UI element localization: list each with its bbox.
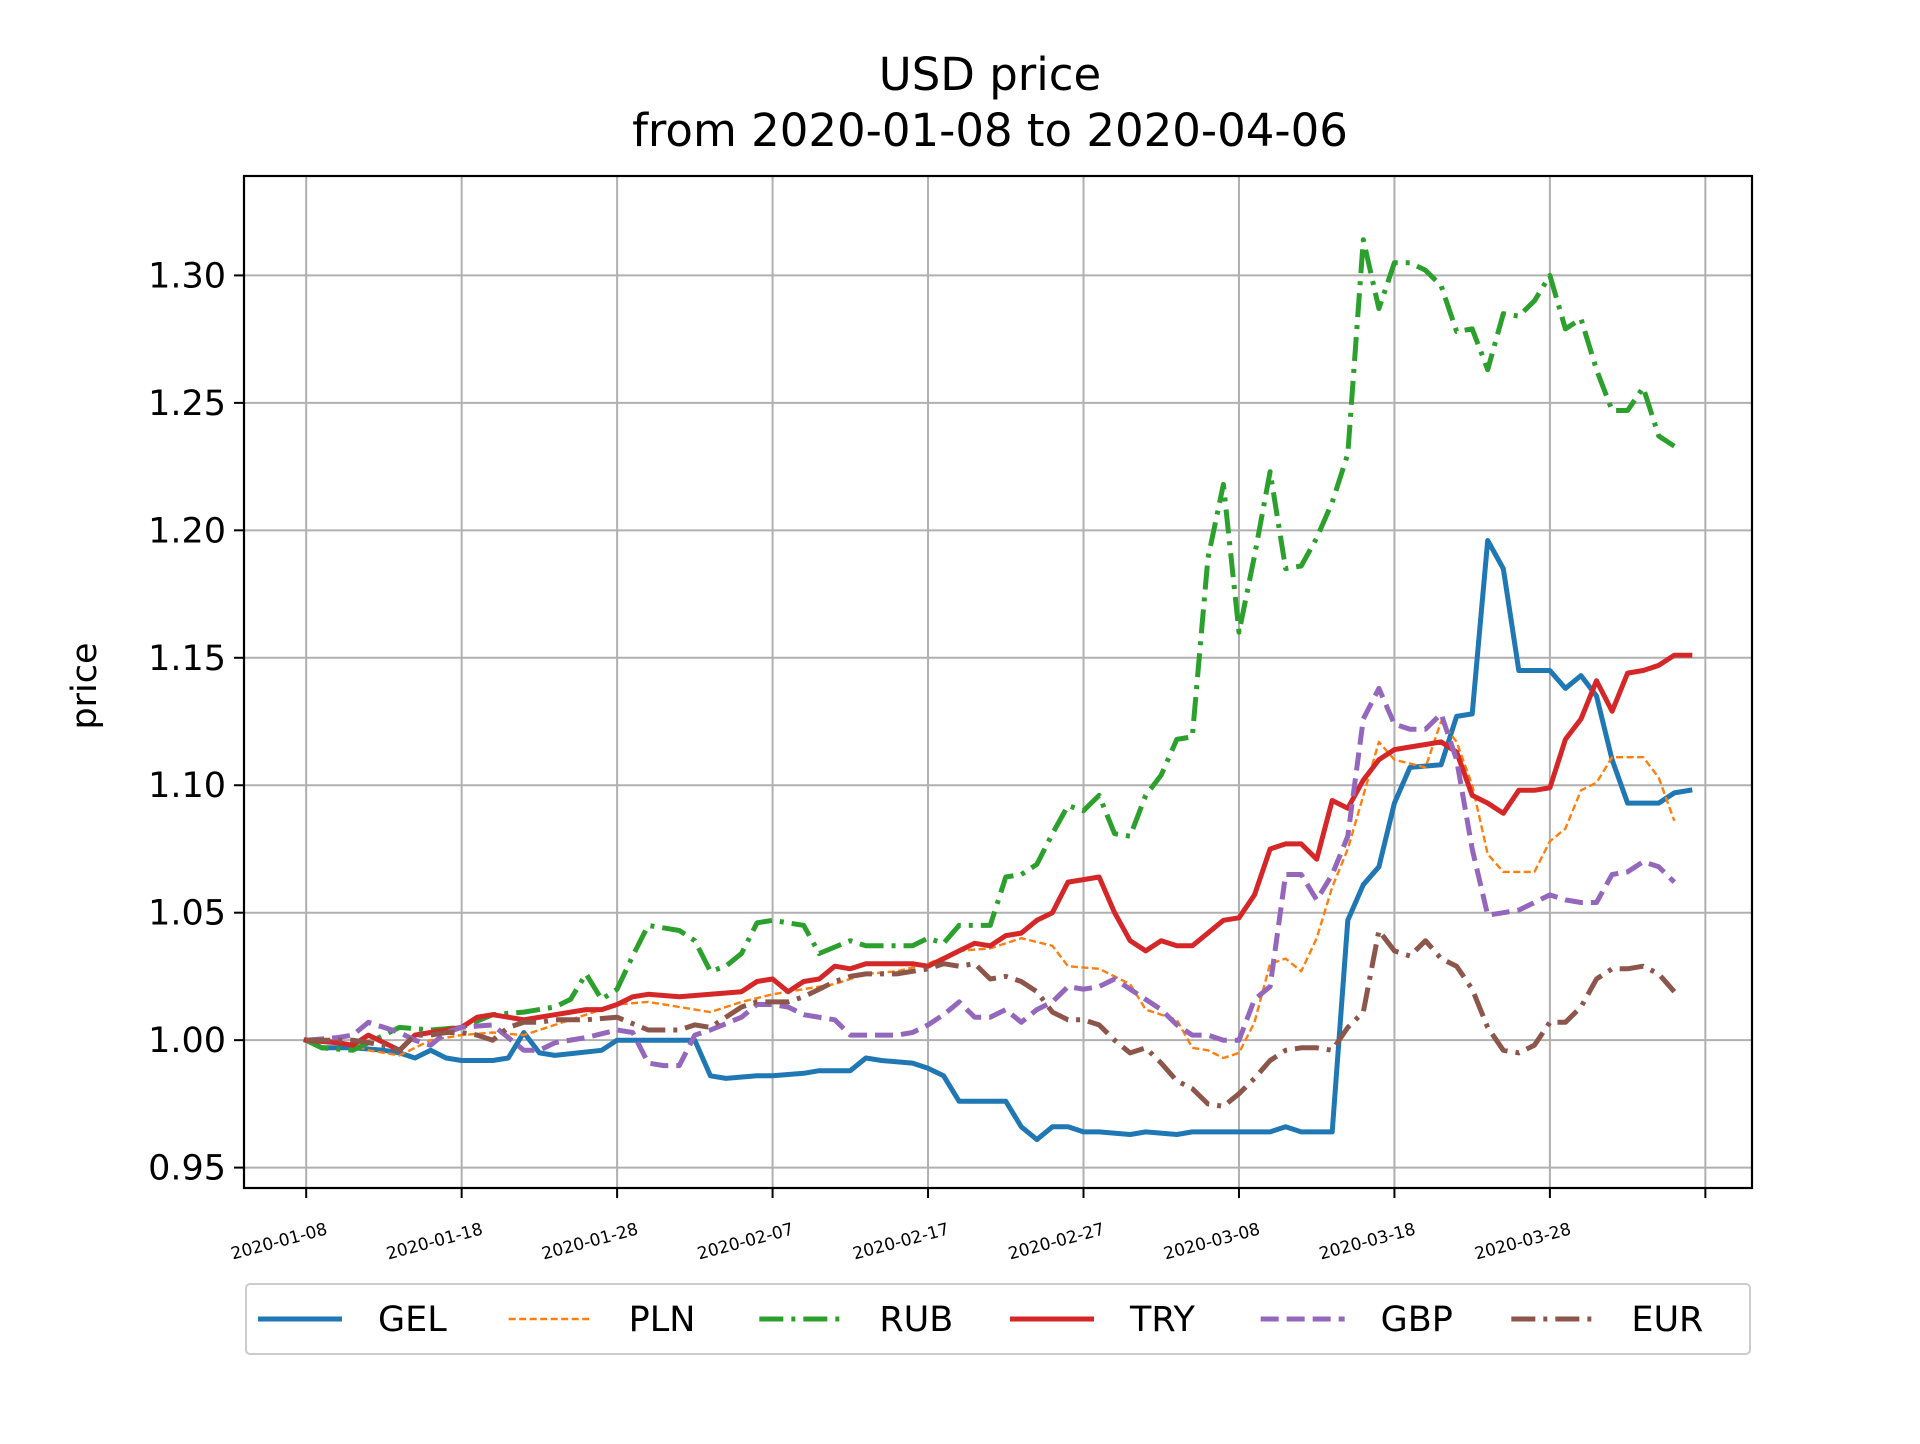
y-tick-label: 1.20 bbox=[148, 511, 226, 551]
x-axis-ticks: 2020-01-08 2020-01-18 2020-01-28 2020-02-07… bbox=[229, 1188, 1707, 1265]
legend-box bbox=[245, 1283, 1751, 1355]
y-tick-label: 1.00 bbox=[148, 1021, 226, 1061]
plot-area-frame bbox=[242, 174, 1754, 1190]
legend-label-pln: PLN bbox=[629, 1300, 696, 1340]
y-tick-label: 1.25 bbox=[148, 384, 226, 424]
y-tick-label: 1.10 bbox=[148, 766, 226, 806]
series-line-rub bbox=[305, 237, 1676, 1053]
x-tick-label: 2020-03-08 bbox=[1162, 1220, 1263, 1265]
y-tick-label: 1.05 bbox=[148, 894, 226, 934]
x-tick-label: 2020-03-18 bbox=[1317, 1220, 1418, 1265]
legend-label-rub: RUB bbox=[879, 1300, 953, 1340]
legend: GEL PLN RUB TRY GBP EUR bbox=[245, 1283, 1751, 1355]
y-axis-label: price bbox=[65, 642, 105, 729]
legend-label-gbp: GBP bbox=[1381, 1300, 1453, 1340]
x-tick-label: 2020-03-28 bbox=[1473, 1220, 1574, 1265]
x-tick-label: 2020-02-27 bbox=[1006, 1220, 1107, 1265]
x-tick-label: 2020-02-17 bbox=[851, 1220, 952, 1265]
y-tick-label: 0.95 bbox=[148, 1149, 226, 1189]
series-lines bbox=[302, 237, 1693, 1143]
grid bbox=[244, 176, 1752, 1188]
y-tick-label: 1.15 bbox=[148, 639, 226, 679]
series-line-eur bbox=[306, 928, 1677, 1109]
y-axis-ticks: 0.95 1.00 1.05 1.10 1.15 1.20 1.25 1.30 bbox=[148, 256, 244, 1189]
series-line-gbp bbox=[305, 685, 1677, 1069]
series-line-pln bbox=[306, 720, 1676, 1060]
x-tick-label: 2020-01-28 bbox=[540, 1220, 641, 1265]
legend-label-eur: EUR bbox=[1631, 1300, 1703, 1340]
x-tick-label: 2020-01-18 bbox=[384, 1220, 485, 1265]
legend-label-gel: GEL bbox=[378, 1300, 447, 1340]
series-line-try bbox=[303, 652, 1693, 1053]
legend-label-try: TRY bbox=[1129, 1300, 1195, 1340]
x-tick-label: 2020-01-08 bbox=[229, 1220, 330, 1265]
x-tick-label: 2020-02-07 bbox=[695, 1220, 796, 1265]
chart-subtitle: from 2020-01-08 to 2020-04-06 bbox=[632, 104, 1348, 157]
chart-title: USD price bbox=[879, 48, 1101, 101]
series-line-gel bbox=[302, 538, 1693, 1143]
y-tick-label: 1.30 bbox=[148, 256, 226, 296]
